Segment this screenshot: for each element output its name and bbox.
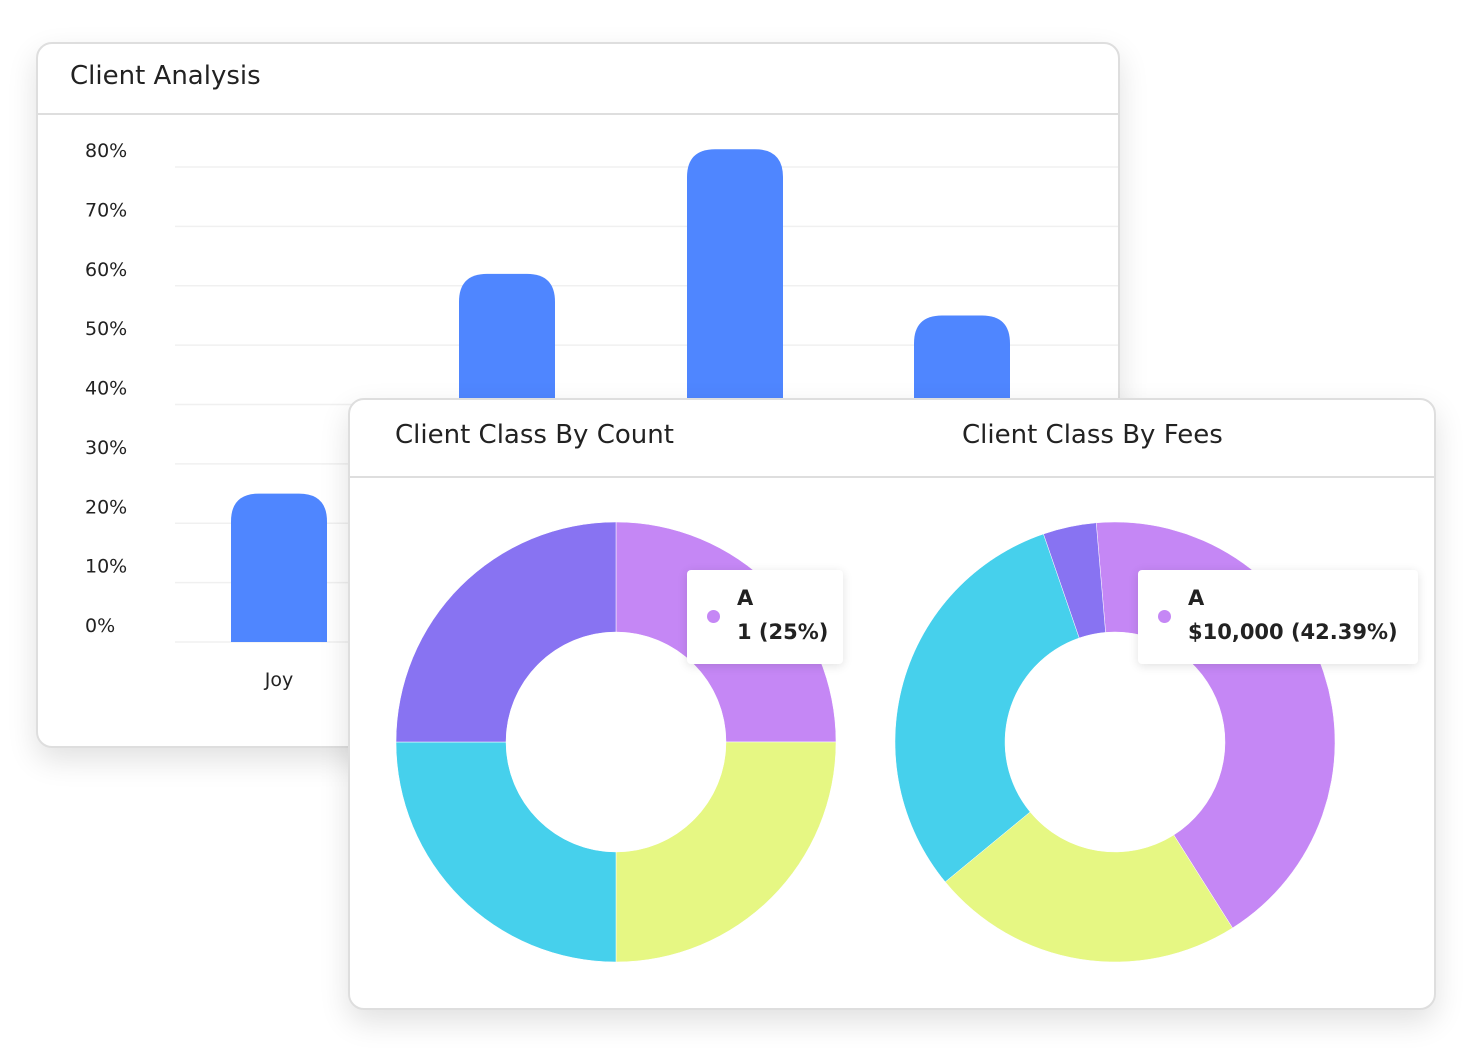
y-tick-label: 10% [85, 556, 127, 578]
y-tick-label: 50% [85, 318, 127, 340]
card-header: Client Class By Count Client Class By Fe… [350, 400, 1434, 478]
y-tick-label: 80% [85, 140, 127, 162]
fees-tooltip: A $10,000 (42.39%) [1138, 570, 1418, 664]
fees-slice-3 [894, 533, 1080, 883]
y-tick-label: 40% [85, 378, 127, 400]
tooltip-label: A [737, 586, 754, 610]
fees-slice-4 [1043, 522, 1106, 639]
tooltip-label: A [1188, 586, 1205, 610]
bar-Joy [231, 493, 327, 642]
card-title: Client Analysis [70, 61, 261, 91]
fees-slice-2 [944, 811, 1233, 963]
y-tick-label: 70% [85, 199, 127, 221]
count-slice-3 [395, 741, 617, 963]
tooltip-value: 1 (25%) [737, 620, 829, 644]
card-header: Client Analysis [38, 44, 1118, 115]
count-slice-4 [395, 521, 617, 743]
legend-dot-icon [707, 610, 720, 623]
count-slice-2 [615, 741, 837, 963]
count-tooltip: A 1 (25%) [687, 570, 843, 664]
y-tick-label: 0% [85, 615, 115, 637]
y-tick-label: 30% [85, 437, 127, 459]
legend-dot-icon [1158, 610, 1171, 623]
donut-charts [395, 521, 1336, 963]
tooltip-value: $10,000 (42.39%) [1188, 620, 1398, 644]
y-tick-label: 20% [85, 496, 127, 518]
x-tick-label: Joy [264, 669, 293, 691]
fees-chart-title: Client Class By Fees [962, 420, 1223, 450]
count-chart-title: Client Class By Count [395, 420, 674, 450]
y-tick-label: 60% [85, 259, 127, 281]
client-class-card: Client Class By Count Client Class By Fe… [348, 398, 1436, 1010]
